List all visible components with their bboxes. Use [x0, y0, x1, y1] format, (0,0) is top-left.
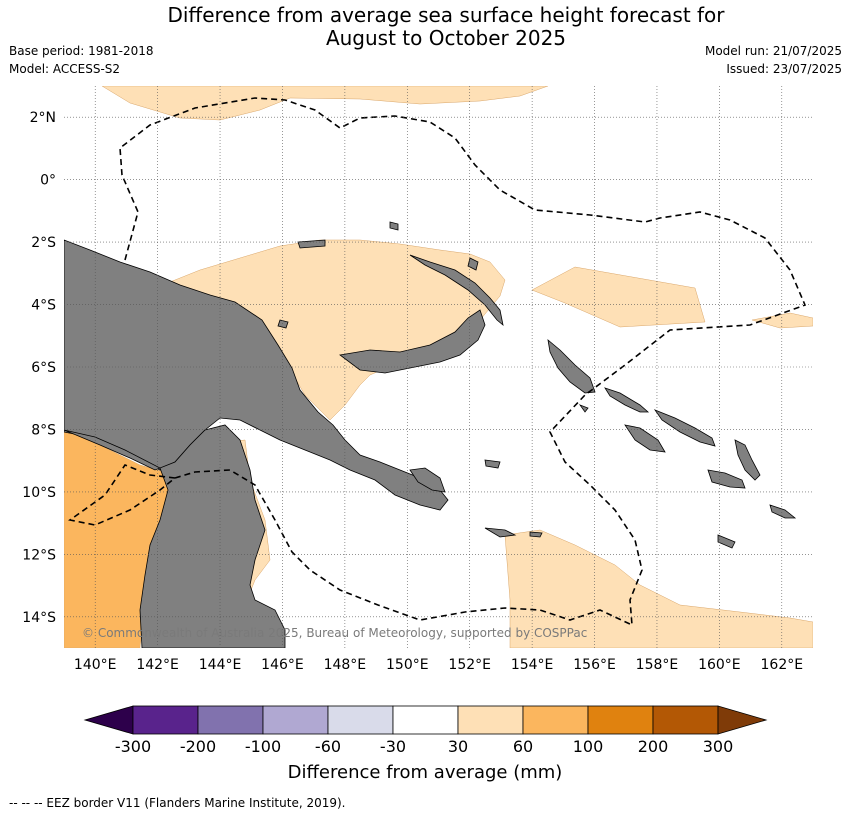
colorbar: -300 -200 -100 -60 -30 30 60 100 200 300 Differen… [83, 705, 768, 783]
lon-tick-label: 150°E [386, 657, 429, 673]
colorbar-box [652, 705, 719, 735]
copyright-notice: © Commonwealth of Australia 2025, Bureau… [82, 626, 587, 640]
land-new-britain [339, 309, 486, 374]
anomaly-north-patch [101, 86, 549, 121]
chart-title: Difference from average sea surface heig… [0, 4, 850, 50]
colorbar-box [392, 705, 459, 735]
meta-left: Base period: 1981-2018 Model: ACCESS-S2 [9, 42, 154, 78]
longitude-labels: 140°E 142°E 144°E 146°E 148°E 150°E 152°E 154°E… [74, 657, 803, 673]
eez-legend-note: -- -- -- EEZ border V11 (Flanders Marine… [9, 796, 346, 810]
lon-tick-label: 140°E [74, 657, 117, 673]
colorbar-box [197, 705, 264, 735]
lon-tick-label: 148°E [324, 657, 367, 673]
land [64, 221, 797, 648]
anomaly-east-patch [531, 266, 706, 328]
colorbar-tick-label: -100 [245, 737, 281, 756]
lat-tick-label: 12°S [22, 547, 56, 563]
lat-tick-label: 6°S [31, 360, 56, 376]
meta-right: Model run: 21/07/2025 Issued: 23/07/2025 [705, 42, 842, 78]
latitude-labels: 2°N 0° 2°S 4°S 6°S 8°S 10°S 12°S 14°S [22, 110, 56, 626]
land-makira [707, 469, 746, 489]
colorbar-box [522, 705, 589, 735]
colorbar-tick-label: -300 [115, 737, 151, 756]
colorbar-under-arrow [83, 705, 134, 735]
land-guadalcanal [624, 424, 666, 453]
land-islet-d [467, 257, 479, 271]
anomaly-coral-sea-patch [504, 529, 813, 648]
colorbar-tick-label: -30 [380, 737, 406, 756]
colorbar-labels: -300 -200 -100 -60 -30 30 60 100 200 300 [115, 737, 733, 756]
lat-tick-label: 4°S [31, 298, 56, 314]
land-bougainville [547, 339, 596, 394]
title-line-1: Difference from average sea surface heig… [167, 3, 725, 27]
colorbar-title: Difference from average (mm) [288, 762, 563, 783]
land-australia [64, 424, 286, 648]
lat-tick-label: 2°N [30, 110, 56, 126]
anomaly-far-east-patch [751, 312, 813, 329]
lon-tick-label: 154°E [511, 657, 554, 673]
lat-tick-label: 14°S [22, 610, 56, 626]
lat-tick-label: 10°S [22, 485, 56, 501]
colorbar-tick-label: 60 [513, 737, 533, 756]
lon-tick-label: 158°E [636, 657, 679, 673]
colorbar-box [457, 705, 524, 735]
lon-tick-label: 162°E [761, 657, 804, 673]
lon-tick-label: 142°E [136, 657, 179, 673]
colorbar-box [132, 705, 199, 735]
colorbar-tick-label: 30 [448, 737, 468, 756]
land-islet-f [578, 404, 589, 413]
lat-tick-label: 2°S [31, 235, 56, 251]
land-malaita [734, 439, 761, 481]
issued-date: Issued: 23/07/2025 [726, 62, 842, 76]
land-islet-b [484, 459, 501, 469]
land-santa-isabel [653, 409, 716, 447]
colorbar-tick-label: -60 [315, 737, 341, 756]
land-louisiade [484, 527, 517, 538]
model-name: Model: ACCESS-S2 [9, 62, 121, 76]
lon-tick-label: 156°E [573, 657, 616, 673]
lat-tick-label: 8°S [31, 422, 56, 438]
eez-border-torres [68, 464, 176, 526]
colorbar-box [327, 705, 394, 735]
base-period: Base period: 1981-2018 [9, 44, 154, 58]
land-new-ireland [409, 254, 504, 327]
land-islet-e [277, 319, 289, 329]
land-islet-a [389, 221, 399, 231]
colorbar-tick-label: 100 [573, 737, 604, 756]
land-rossel [529, 531, 543, 538]
lon-tick-label: 152°E [448, 657, 491, 673]
title-line-2: August to October 2025 [325, 26, 567, 50]
land-rennell [769, 504, 797, 519]
map-area: © Commonwealth of Australia 2025, Bureau… [64, 86, 813, 648]
graticule [64, 86, 813, 648]
colorbar-tick-label: -200 [180, 737, 216, 756]
colorbar-over-arrow [717, 705, 768, 735]
colorbar-box [262, 705, 329, 735]
eez-border [68, 97, 807, 627]
lon-tick-label: 160°E [698, 657, 741, 673]
land-choiseul [604, 387, 650, 413]
land-islet-c [717, 534, 736, 549]
colorbar-box [587, 705, 654, 735]
lon-tick-label: 144°E [199, 657, 242, 673]
eez-border-png [119, 97, 807, 627]
lat-tick-label: 0° [40, 173, 56, 189]
model-run: Model run: 21/07/2025 [704, 44, 842, 58]
colorbar-tick-label: 200 [638, 737, 669, 756]
colorbar-boxes [132, 705, 719, 735]
colorbar-tick-label: 300 [703, 737, 734, 756]
lon-tick-label: 146°E [261, 657, 304, 673]
